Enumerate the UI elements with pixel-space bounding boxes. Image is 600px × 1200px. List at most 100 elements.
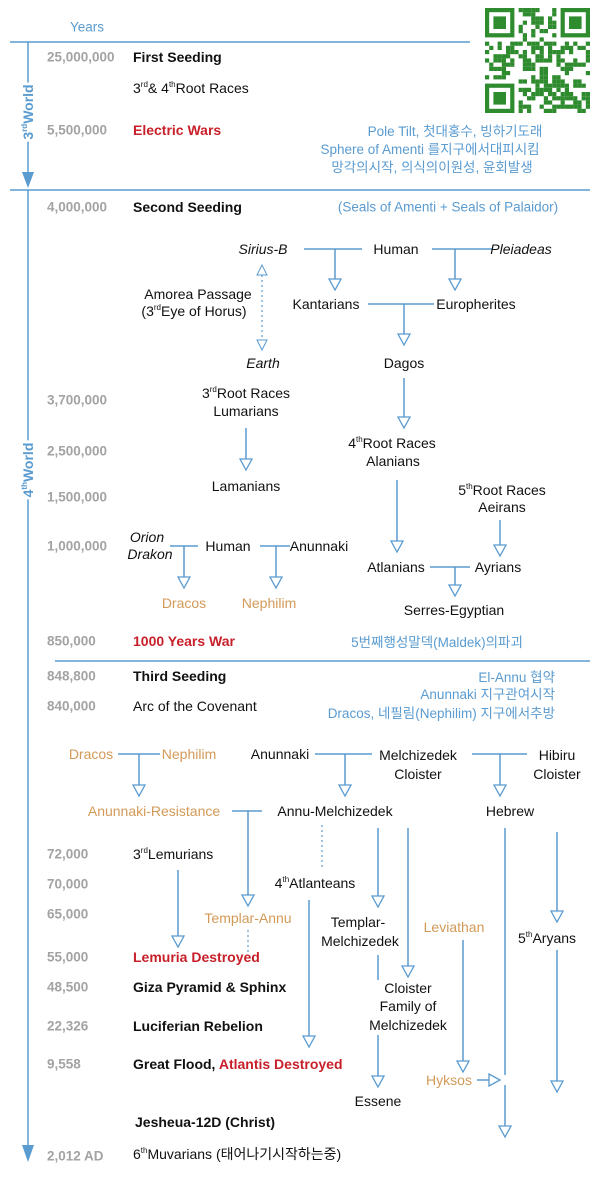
node-amorea: Amorea Passage: [144, 286, 252, 302]
node-pleiadeas: Pleiadeas: [490, 241, 552, 257]
qr-module: [556, 58, 561, 63]
qr-module: [485, 75, 490, 80]
qr-module: [522, 58, 527, 63]
year: 55,000: [47, 949, 89, 965]
qr-module: [564, 45, 569, 50]
qr-module: [522, 66, 527, 71]
qr-module: [497, 58, 502, 63]
qr-module: [585, 54, 590, 59]
qr-module: [577, 62, 582, 67]
event-electric-wars: Electric Wars: [133, 122, 222, 138]
node-nephilim: Nephilim: [161, 746, 217, 762]
qr-module: [552, 104, 557, 109]
node-melchizedek-cloister: Cloister: [394, 766, 442, 782]
qr-module: [543, 96, 548, 101]
qr-module: [543, 100, 548, 105]
note: Pole Tilt, 첫대홍수, 빙하기도래: [367, 124, 543, 139]
qr-module: [585, 41, 590, 46]
qr-module: [506, 54, 511, 59]
node-templar-melchizedek: Melchizedek: [321, 933, 399, 949]
qr-module: [581, 62, 586, 67]
qr-module: [548, 83, 553, 88]
qr-module: [577, 79, 582, 84]
qr-module: [531, 62, 536, 67]
qr-module: [522, 79, 527, 84]
qr-module: [548, 87, 553, 92]
note: Dracos, 네필림(Nephilim) 지구에서추방: [327, 706, 555, 721]
qr-module: [522, 8, 527, 13]
qr-module: [552, 20, 557, 25]
qr-module: [548, 100, 553, 105]
node-anunnaki: Anunnaki: [250, 746, 310, 762]
arrow-down-icon: [337, 784, 353, 798]
node-hebrew: Hebrew: [485, 803, 535, 819]
qr-module: [548, 41, 553, 46]
qr-module: [501, 71, 506, 76]
qr-module: [531, 75, 536, 80]
qr-module: [501, 54, 506, 59]
note: Anunnaki 지구관여시작: [420, 687, 555, 702]
arrow-down-icon: [256, 339, 268, 352]
qr-module: [585, 92, 590, 97]
axis-arrow-icon: [22, 1145, 34, 1162]
qr-module: [522, 92, 527, 97]
node-cloister-family: Melchizedek: [369, 1017, 447, 1033]
qr-module: [552, 41, 557, 46]
qr-module: [560, 100, 565, 105]
qr-module: [501, 75, 506, 80]
node-leviathan: Leviathan: [423, 919, 485, 935]
node-cloister-family: Cloister: [384, 980, 432, 996]
qr-module: [577, 100, 582, 105]
arrow-down-icon: [549, 1080, 565, 1094]
node-anunnaki-resistance: Anunnaki-Resistance: [87, 803, 221, 819]
node-lumarians: Lumarians: [213, 403, 279, 419]
year: 25,000,000: [47, 49, 115, 65]
qr-module: [543, 58, 548, 63]
node-hyksos: Hyksos: [426, 1072, 472, 1088]
qr-module: [560, 92, 565, 97]
qr-module: [585, 71, 590, 76]
qr-code: [485, 8, 590, 113]
node-aeirans: Aeirans: [478, 499, 526, 515]
qr-module: [548, 50, 553, 55]
qr-module: [552, 33, 557, 38]
arrow-right-icon: [488, 1072, 502, 1088]
qr-module: [527, 108, 532, 113]
qr-module: [522, 87, 527, 92]
qr-module: [506, 71, 511, 76]
qr-module: [539, 50, 544, 55]
qr-module: [569, 50, 574, 55]
node-drakon: Drakon: [127, 546, 173, 562]
event-muvarians: 6thMuvarians (태어나기시작하는중): [133, 1146, 342, 1162]
qr-module: [510, 50, 515, 55]
qr-module: [497, 54, 502, 59]
node-annu-melchizedek: Annu-Melchizedek: [277, 803, 393, 819]
qr-module: [527, 41, 532, 46]
node-eye-of-horus: (3rdEye of Horus): [141, 303, 247, 319]
arrow-down-icon: [549, 910, 565, 924]
qr-module: [581, 108, 586, 113]
qr-module: [556, 87, 561, 92]
node-templar-melchizedek: Templar-: [330, 914, 386, 930]
arrow-down-icon: [396, 333, 412, 347]
qr-finder: [569, 16, 582, 29]
node-earth: Earth: [246, 355, 280, 371]
qr-module: [564, 104, 569, 109]
node-melchizedek-cloister: Melchizedek: [379, 747, 457, 763]
arrow-up-icon: [256, 263, 268, 276]
qr-module: [573, 41, 578, 46]
node-atlanteans: 4thAtlanteans: [274, 875, 356, 891]
event-great-flood: Great Flood, Atlantis Destroyed: [133, 1056, 343, 1072]
qr-finder: [493, 92, 506, 105]
qr-module: [564, 66, 569, 71]
qr-module: [535, 20, 540, 25]
note-maldek: 5번째행성말덱(Maldek)의파괴: [351, 635, 523, 650]
qr-module: [552, 12, 557, 17]
qr-module: [531, 45, 536, 50]
qr-module: [581, 45, 586, 50]
node-human-2: Human: [205, 538, 251, 554]
arrow-down-icon: [492, 784, 508, 798]
qr-module: [501, 58, 506, 63]
node-ayrians: Ayrians: [474, 559, 522, 575]
qr-module: [543, 83, 548, 88]
